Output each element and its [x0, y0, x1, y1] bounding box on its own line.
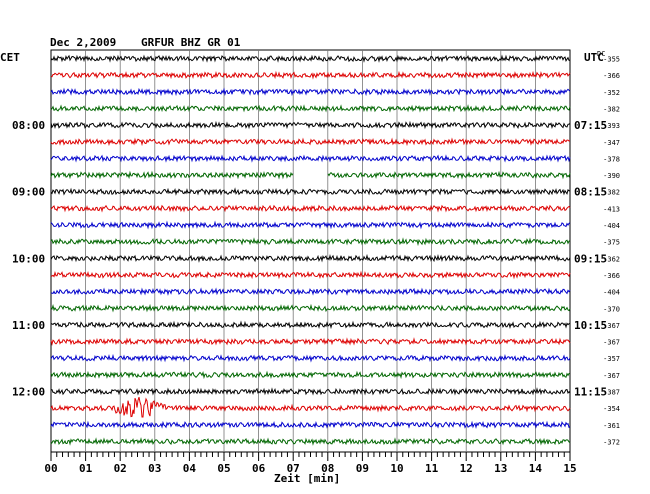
trace-line: [50, 137, 570, 147]
dc-value: -413: [603, 205, 620, 213]
left-hour-label: 12:00: [12, 386, 45, 399]
dc-value: -378: [603, 155, 620, 163]
trace-line: [50, 396, 571, 418]
x-axis: 00 01 02 03 04 05 06 07 08 09 10 11 12 13 14 15: [44, 452, 577, 475]
trace-line: [50, 437, 571, 446]
trace-line: [50, 337, 571, 347]
trace-line: [50, 320, 571, 330]
trace-line: [50, 253, 571, 263]
left-hour-label: 11:00: [12, 319, 45, 332]
dc-value: -367: [603, 339, 620, 347]
trace-line: [50, 170, 571, 180]
left-hour-label: 09:00: [12, 186, 45, 199]
dc-value: -357: [603, 355, 620, 363]
dc-value: -366: [603, 272, 620, 280]
left-timezone-label: CET: [0, 51, 20, 64]
x-tick-label: 05: [217, 462, 230, 475]
dc-value: -387: [603, 389, 620, 397]
trace-line: [50, 54, 571, 63]
x-tick-label: 15: [563, 462, 576, 475]
hour-labels: 08:00 09:00 10:00 11:00 12:00 07:15 08:15 09:15…: [12, 119, 607, 398]
right-hour-label: 09:15: [574, 252, 607, 265]
trace-line: [50, 270, 571, 280]
x-tick-label: 08: [321, 462, 334, 475]
dc-value: -355: [603, 56, 620, 64]
dc-value: -390: [603, 172, 620, 180]
left-hour-label: 08:00: [12, 119, 45, 132]
trace-line: [50, 87, 571, 97]
dc-value: -347: [603, 139, 620, 147]
right-hour-label: 07:15: [574, 119, 607, 132]
x-tick-label: 09: [356, 462, 369, 475]
trace-line: [50, 353, 571, 363]
trace-line: [50, 387, 571, 396]
x-axis-title: Zeit [min]: [274, 472, 340, 485]
trace-line: [50, 287, 571, 296]
minute-grid: [85, 50, 536, 452]
trace-line: [50, 120, 571, 130]
x-tick-label: 04: [183, 462, 197, 475]
dc-value: -361: [603, 422, 620, 430]
header-date: Dec 2,2009: [50, 36, 116, 49]
dc-value: -362: [603, 255, 620, 263]
right-timezone-label: UTC: [584, 51, 604, 64]
dc-value: -382: [603, 189, 620, 197]
dc-value: -404: [603, 222, 620, 230]
x-tick-label: 14: [529, 462, 543, 475]
x-tick-label: 12: [460, 462, 473, 475]
trace-line: [50, 70, 571, 80]
dc-value: -352: [603, 89, 620, 97]
trace-group: [50, 54, 571, 446]
trace-line: [50, 187, 571, 197]
dc-value: -393: [603, 122, 620, 130]
left-hour-label: 10:00: [12, 252, 45, 265]
trace-line: [50, 104, 571, 113]
right-hour-label: 11:15: [574, 386, 607, 399]
dc-value: -367: [603, 322, 620, 330]
right-hour-label: 10:15: [574, 319, 607, 332]
dc-value: -372: [603, 438, 620, 446]
header-station: GRFUR BHZ GR 01: [141, 36, 241, 49]
x-tick-label: 02: [114, 462, 127, 475]
x-tick-label: 13: [494, 462, 507, 475]
trace-line: [50, 204, 571, 213]
x-tick-label: 10: [390, 462, 403, 475]
x-tick-label: 03: [148, 462, 161, 475]
dc-value: -404: [603, 289, 620, 297]
trace-line: [50, 303, 571, 313]
x-tick-label: 11: [425, 462, 439, 475]
dc-value: -366: [603, 72, 620, 80]
x-tick-label: 06: [252, 462, 266, 475]
trace-line: [50, 370, 571, 380]
trace-line: [50, 420, 571, 430]
dc-value: -382: [603, 105, 620, 113]
trace-line: [50, 237, 571, 247]
x-tick-label: 00: [44, 462, 57, 475]
trace-line: [50, 154, 571, 163]
trace-line: [50, 220, 571, 230]
dc-value: -354: [603, 405, 620, 413]
x-tick-label: 07: [287, 462, 300, 475]
dc-value-column: -355 -366 -352 -382 -393 -347 -378 -390 -382 -413…: [603, 56, 620, 447]
right-hour-label: 08:15: [574, 186, 607, 199]
dc-value: -367: [603, 372, 620, 380]
x-tick-label: 01: [79, 462, 93, 475]
dc-value: -375: [603, 239, 620, 247]
dc-value: -370: [603, 305, 620, 313]
dc-label: DC: [597, 50, 605, 58]
